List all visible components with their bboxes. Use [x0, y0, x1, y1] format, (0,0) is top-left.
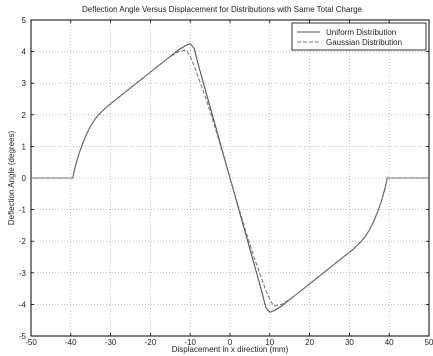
y-tick-label: -5: [19, 332, 27, 341]
data-series: [31, 43, 429, 313]
x-tick-label: -10: [184, 338, 196, 347]
x-tick-label: 10: [265, 338, 274, 347]
axis-ticks: -50 -40 -30 -20 -10 0 10 20 30 40 50-5-4-3-2-10123…: [19, 16, 433, 347]
y-tick-label: -1: [19, 206, 27, 215]
y-tick-label: -4: [19, 300, 27, 309]
legend: Uniform Distribution Gaussian Distributi…: [291, 22, 427, 51]
x-tick-label: 20: [305, 338, 314, 347]
x-axis-title: Displacement in x direction (mm): [172, 345, 289, 354]
y-tick-label: 5: [22, 16, 27, 25]
x-tick-label: -40: [65, 338, 77, 347]
x-tick-label: -20: [145, 338, 157, 347]
y-tick-label: 4: [22, 48, 27, 57]
y-tick-label: -3: [19, 269, 27, 278]
y-tick-label: 1: [22, 142, 27, 151]
x-tick-label: 50: [425, 338, 433, 347]
legend-box: [291, 22, 427, 51]
legend-label-uniform: Uniform Distribution: [326, 28, 396, 37]
series-line-gaussian: [31, 49, 429, 307]
y-tick-label: 2: [22, 111, 27, 120]
y-tick-label: 0: [22, 174, 27, 183]
y-tick-label: 3: [22, 79, 27, 88]
y-tick-label: -2: [19, 237, 27, 246]
chart-title: Deflection Angle Versus Displacement for…: [82, 5, 363, 14]
legend-label-gaussian: Gaussian Distribution: [326, 38, 402, 47]
x-tick-label: -50: [25, 338, 37, 347]
x-tick-label: -30: [105, 338, 117, 347]
grid-lines: [31, 20, 429, 336]
y-axis-title: Deflection Angle (degrees): [7, 131, 16, 226]
x-tick-label: 0: [228, 338, 233, 347]
x-tick-label: 40: [385, 338, 394, 347]
x-tick-label: 30: [345, 338, 354, 347]
